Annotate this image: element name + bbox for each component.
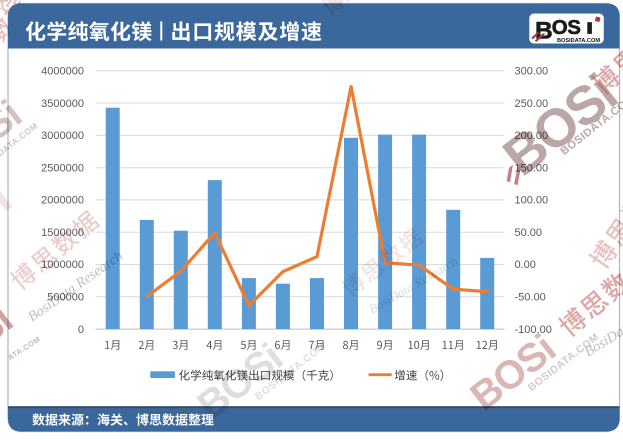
svg-text:2500000: 2500000 (41, 162, 84, 174)
svg-text:0: 0 (78, 324, 84, 336)
svg-text:1000000: 1000000 (41, 259, 84, 271)
svg-text:-50.00: -50.00 (515, 292, 546, 304)
svg-text:200.00: 200.00 (515, 130, 549, 142)
svg-text:0.00: 0.00 (515, 259, 536, 271)
svg-text:150.00: 150.00 (515, 162, 549, 174)
svg-text:1500000: 1500000 (41, 227, 84, 239)
svg-text:4000000: 4000000 (41, 66, 84, 78)
svg-text:BOSIDATA.COM: BOSIDATA.COM (557, 38, 600, 44)
svg-text:OS: OS (552, 16, 581, 39)
svg-text:250.00: 250.00 (515, 98, 549, 110)
svg-text:50.00: 50.00 (515, 227, 543, 239)
svg-text:300.00: 300.00 (515, 66, 549, 78)
svg-text:500000: 500000 (47, 292, 84, 304)
svg-text:-100.00: -100.00 (515, 324, 552, 336)
svg-text:3500000: 3500000 (41, 98, 84, 110)
svg-text:2000000: 2000000 (41, 195, 84, 207)
svg-text:3000000: 3000000 (41, 130, 84, 142)
svg-text:100.00: 100.00 (515, 195, 549, 207)
